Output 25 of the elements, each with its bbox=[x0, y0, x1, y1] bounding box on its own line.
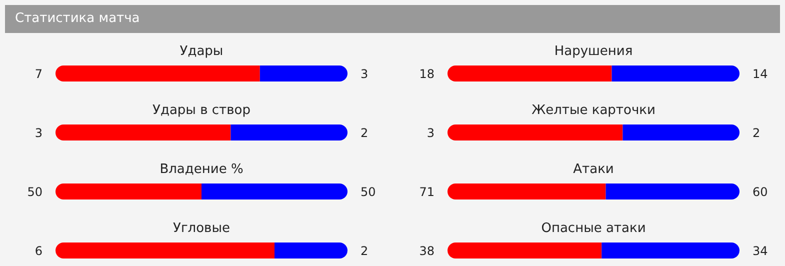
data-label: 6 bbox=[34, 244, 43, 258]
data-label: 3 bbox=[34, 126, 43, 140]
chart-title: Угловые bbox=[173, 221, 230, 236]
data-label: 71 bbox=[419, 185, 435, 199]
chart-title: Нарушения bbox=[554, 44, 633, 59]
chart-title: Удары bbox=[180, 44, 224, 59]
chart-title: Опасные атаки bbox=[541, 221, 646, 236]
data-label: 3 bbox=[426, 126, 435, 140]
data-label: 2 bbox=[360, 126, 368, 140]
chart-title: Желтые карточки bbox=[532, 103, 656, 118]
data-label: 18 bbox=[419, 67, 435, 81]
chart-title: Удары в створ bbox=[152, 103, 250, 118]
chart-title: Атаки bbox=[573, 162, 614, 177]
data-label: 50 bbox=[360, 185, 376, 199]
data-label: 3 bbox=[360, 67, 368, 81]
data-label: 60 bbox=[752, 185, 768, 199]
data-label: 2 bbox=[360, 244, 368, 258]
data-label: 34 bbox=[752, 244, 768, 258]
data-label: 14 bbox=[752, 67, 768, 81]
chart-title: Владение % bbox=[160, 162, 244, 177]
text: Статистика матча bbox=[15, 10, 140, 28]
data-label: 2 bbox=[752, 126, 760, 140]
data-label: 50 bbox=[27, 185, 43, 199]
data-label: 7 bbox=[34, 67, 43, 81]
data-label: 38 bbox=[419, 244, 435, 258]
